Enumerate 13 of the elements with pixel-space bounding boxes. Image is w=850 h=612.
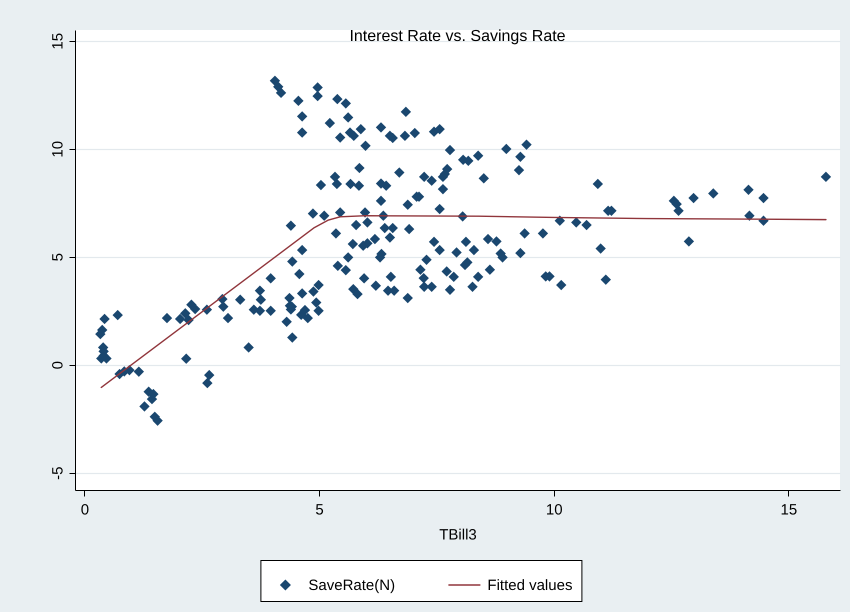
chart-title: Interest Rate vs. Savings Rate	[349, 28, 566, 45]
y-tick-label: 15	[50, 32, 66, 50]
y-tick-label: -5	[50, 466, 66, 480]
x-tick-label: 15	[780, 502, 798, 518]
y-tick-label: 10	[50, 140, 66, 158]
y-tick-label: 0	[50, 361, 66, 370]
x-tick-label: 0	[80, 502, 90, 518]
x-tick-label: 5	[315, 502, 324, 518]
legend-label: SaveRate(N)	[308, 577, 396, 594]
x-tick-label: 10	[546, 502, 563, 518]
legend-label: Fitted values	[487, 577, 572, 594]
x-axis-title: TBill3	[439, 526, 477, 544]
y-tick-label: 5	[50, 253, 66, 262]
